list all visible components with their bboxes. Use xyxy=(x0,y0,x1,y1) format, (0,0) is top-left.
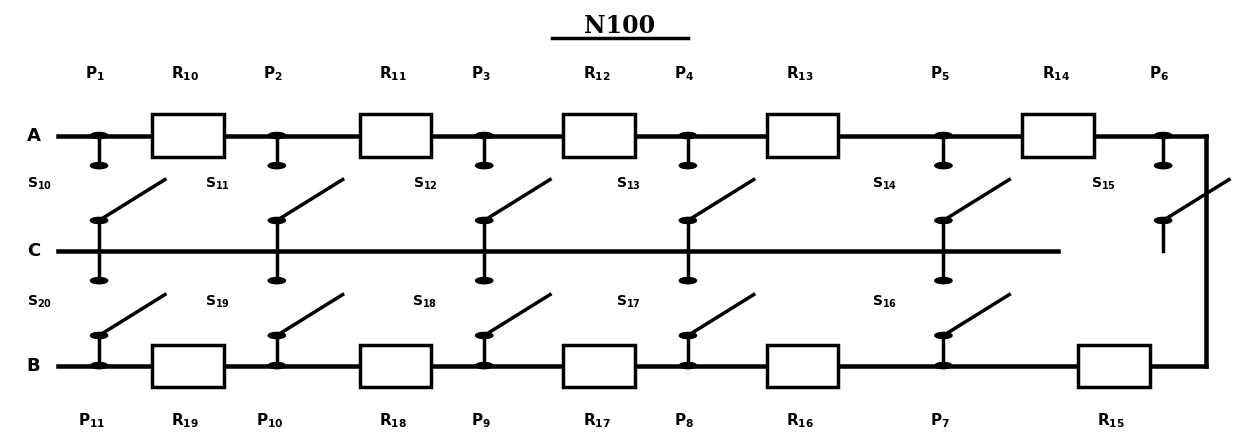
Circle shape xyxy=(91,163,108,169)
Bar xyxy=(153,115,223,156)
Text: $\mathbf{P_3}$: $\mathbf{P_3}$ xyxy=(471,64,491,83)
Text: A: A xyxy=(27,126,41,145)
Circle shape xyxy=(476,217,492,224)
Bar xyxy=(360,115,432,156)
Text: $\mathbf{R_{15}}$: $\mathbf{R_{15}}$ xyxy=(1097,412,1125,430)
Circle shape xyxy=(476,277,492,284)
Text: $\mathbf{P_6}$: $\mathbf{P_6}$ xyxy=(1149,64,1169,83)
Circle shape xyxy=(476,332,492,339)
Bar xyxy=(563,345,635,387)
Bar xyxy=(1078,345,1149,387)
Text: $\mathbf{P_5}$: $\mathbf{P_5}$ xyxy=(930,64,950,83)
Text: $\mathbf{R_{17}}$: $\mathbf{R_{17}}$ xyxy=(583,412,610,430)
Text: $\mathbf{S_{11}}$: $\mathbf{S_{11}}$ xyxy=(205,176,231,192)
Circle shape xyxy=(91,217,108,224)
Text: $\mathbf{P_7}$: $\mathbf{P_7}$ xyxy=(930,412,950,430)
Circle shape xyxy=(680,217,697,224)
Text: $\mathbf{P_{11}}$: $\mathbf{P_{11}}$ xyxy=(78,412,105,430)
Circle shape xyxy=(476,362,492,369)
Text: N100: N100 xyxy=(584,14,656,38)
Circle shape xyxy=(268,133,285,138)
Bar xyxy=(563,115,635,156)
Circle shape xyxy=(1154,217,1172,224)
Text: $\mathbf{S_{18}}$: $\mathbf{S_{18}}$ xyxy=(413,293,438,310)
Text: $\mathbf{S_{15}}$: $\mathbf{S_{15}}$ xyxy=(1091,176,1116,192)
Circle shape xyxy=(680,277,697,284)
Bar xyxy=(1023,115,1094,156)
Circle shape xyxy=(91,362,108,369)
Text: $\mathbf{R_{10}}$: $\mathbf{R_{10}}$ xyxy=(171,64,200,83)
Text: $\mathbf{R_{19}}$: $\mathbf{R_{19}}$ xyxy=(171,412,200,430)
Text: $\mathbf{P_1}$: $\mathbf{P_1}$ xyxy=(86,64,105,83)
Circle shape xyxy=(476,163,492,169)
Circle shape xyxy=(268,217,285,224)
Text: $\mathbf{P_{10}}$: $\mathbf{P_{10}}$ xyxy=(255,412,283,430)
Bar xyxy=(766,345,838,387)
Circle shape xyxy=(268,163,285,169)
Circle shape xyxy=(935,217,952,224)
Text: $\mathbf{S_{17}}$: $\mathbf{S_{17}}$ xyxy=(616,293,641,310)
Circle shape xyxy=(680,362,697,369)
Bar xyxy=(153,345,223,387)
Text: C: C xyxy=(27,241,40,259)
Circle shape xyxy=(1154,133,1172,138)
Text: $\mathbf{R_{16}}$: $\mathbf{R_{16}}$ xyxy=(786,412,815,430)
Circle shape xyxy=(268,277,285,284)
Bar xyxy=(766,115,838,156)
Text: $\mathbf{P_9}$: $\mathbf{P_9}$ xyxy=(470,412,491,430)
Circle shape xyxy=(476,133,492,138)
Text: B: B xyxy=(27,357,41,375)
Circle shape xyxy=(935,133,952,138)
Circle shape xyxy=(91,332,108,339)
Text: $\mathbf{S_{12}}$: $\mathbf{S_{12}}$ xyxy=(413,176,438,192)
Circle shape xyxy=(680,163,697,169)
Circle shape xyxy=(91,277,108,284)
Text: $\mathbf{R_{13}}$: $\mathbf{R_{13}}$ xyxy=(786,64,815,83)
Text: $\mathbf{S_{16}}$: $\mathbf{S_{16}}$ xyxy=(872,293,897,310)
Text: $\mathbf{S_{14}}$: $\mathbf{S_{14}}$ xyxy=(872,176,897,192)
Text: $\mathbf{P_2}$: $\mathbf{P_2}$ xyxy=(263,64,283,83)
Text: $\mathbf{R_{14}}$: $\mathbf{R_{14}}$ xyxy=(1042,64,1070,83)
Text: $\mathbf{P_8}$: $\mathbf{P_8}$ xyxy=(675,412,694,430)
Circle shape xyxy=(680,332,697,339)
Text: $\mathbf{S_{13}}$: $\mathbf{S_{13}}$ xyxy=(616,176,641,192)
Text: $\mathbf{R_{11}}$: $\mathbf{R_{11}}$ xyxy=(379,64,407,83)
Circle shape xyxy=(935,163,952,169)
Bar xyxy=(360,345,432,387)
Circle shape xyxy=(935,332,952,339)
Text: $\mathbf{R_{18}}$: $\mathbf{R_{18}}$ xyxy=(379,412,407,430)
Circle shape xyxy=(268,332,285,339)
Text: $\mathbf{S_{10}}$: $\mathbf{S_{10}}$ xyxy=(27,176,52,192)
Text: $\mathbf{S_{19}}$: $\mathbf{S_{19}}$ xyxy=(205,293,231,310)
Circle shape xyxy=(91,133,108,138)
Circle shape xyxy=(268,362,285,369)
Text: $\mathbf{R_{12}}$: $\mathbf{R_{12}}$ xyxy=(583,64,610,83)
Circle shape xyxy=(680,133,697,138)
Text: $\mathbf{S_{20}}$: $\mathbf{S_{20}}$ xyxy=(27,293,52,310)
Circle shape xyxy=(1154,163,1172,169)
Text: $\mathbf{P_4}$: $\mathbf{P_4}$ xyxy=(675,64,694,83)
Circle shape xyxy=(935,277,952,284)
Circle shape xyxy=(935,362,952,369)
